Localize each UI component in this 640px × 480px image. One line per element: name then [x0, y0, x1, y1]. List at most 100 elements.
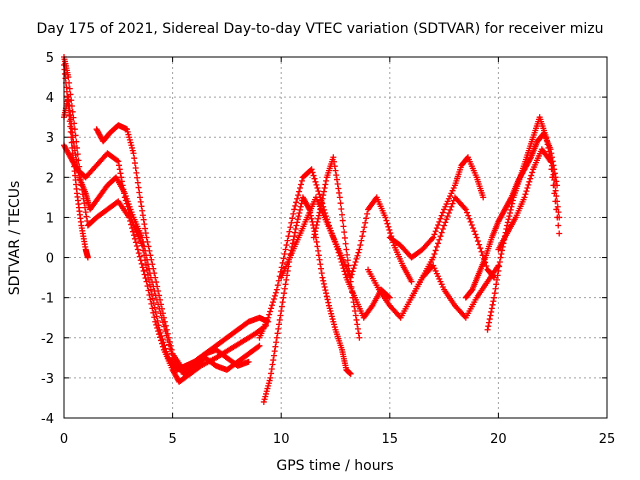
- data-point: [554, 214, 561, 221]
- data-point: [297, 203, 304, 210]
- data-point: [116, 162, 123, 169]
- data-point: [442, 219, 449, 226]
- y-tick-label: 2: [46, 171, 54, 186]
- data-point: [323, 293, 330, 300]
- data-point: [496, 263, 503, 270]
- data-point: [336, 194, 343, 201]
- data-point: [468, 222, 475, 229]
- data-point: [114, 157, 121, 164]
- data-point: [123, 195, 130, 202]
- data-point: [68, 139, 75, 146]
- data-point: [485, 319, 492, 326]
- data-point: [548, 166, 555, 173]
- series-6: [260, 194, 354, 405]
- data-point: [328, 313, 335, 320]
- data-point: [147, 296, 154, 303]
- data-point: [279, 259, 286, 266]
- data-point: [445, 209, 452, 216]
- data-point: [364, 210, 371, 217]
- data-point: [78, 182, 85, 189]
- data-point: [151, 314, 158, 321]
- y-tick-label: -3: [41, 372, 54, 387]
- data-point: [524, 185, 531, 192]
- data-point: [331, 163, 338, 170]
- data-point: [265, 380, 272, 387]
- data-point: [308, 215, 315, 222]
- data-points: [61, 54, 563, 405]
- data-point: [349, 289, 356, 296]
- data-point: [273, 339, 280, 346]
- data-point: [486, 316, 493, 323]
- data-point: [289, 240, 296, 247]
- data-point: [66, 118, 73, 125]
- data-point: [157, 296, 164, 303]
- data-point: [127, 139, 134, 146]
- data-point: [432, 267, 439, 274]
- data-point: [529, 169, 536, 176]
- data-point: [553, 178, 560, 185]
- data-point: [497, 254, 504, 261]
- data-point: [318, 270, 325, 277]
- data-point: [290, 210, 297, 217]
- data-point: [150, 309, 157, 316]
- data-point: [281, 285, 288, 292]
- data-point: [154, 283, 161, 290]
- y-tick-label: 3: [46, 131, 54, 146]
- data-point: [493, 281, 500, 288]
- data-point: [363, 215, 370, 222]
- data-point: [386, 226, 393, 233]
- data-point: [324, 296, 331, 303]
- data-point: [128, 221, 135, 228]
- data-point: [162, 322, 169, 329]
- data-point: [526, 178, 533, 185]
- data-point: [476, 241, 483, 248]
- data-point: [130, 228, 137, 235]
- data-point: [297, 206, 304, 213]
- data-point: [528, 172, 535, 179]
- data-point: [317, 206, 324, 213]
- data-point: [68, 134, 75, 141]
- data-point: [136, 189, 143, 196]
- data-point: [136, 253, 143, 260]
- data-point: [128, 142, 135, 149]
- data-point: [255, 343, 262, 350]
- data-point: [368, 304, 375, 311]
- data-point: [345, 262, 352, 269]
- data-point: [130, 150, 137, 157]
- chart-title: Day 175 of 2021, Sidereal Day-to-day VTE…: [37, 21, 604, 37]
- data-point: [441, 206, 448, 213]
- y-axis-label: SDTVAR / TECUs: [7, 181, 23, 296]
- data-point: [318, 265, 325, 272]
- data-point: [431, 265, 438, 272]
- data-point: [77, 176, 84, 183]
- data-point: [126, 136, 133, 143]
- x-tick-label: 5: [168, 432, 176, 447]
- data-point: [356, 334, 363, 341]
- data-point: [140, 216, 147, 223]
- series-9: [310, 154, 363, 341]
- data-point: [270, 352, 277, 359]
- data-point: [139, 207, 146, 214]
- data-point: [329, 316, 336, 323]
- data-point: [296, 209, 303, 216]
- data-point: [325, 299, 332, 306]
- data-point: [472, 231, 479, 238]
- data-point: [352, 259, 359, 266]
- plot-frame: [63, 56, 608, 419]
- data-point: [435, 222, 442, 229]
- series-8: [278, 194, 415, 285]
- data-point: [362, 219, 369, 226]
- data-point: [82, 209, 89, 216]
- data-point: [125, 131, 132, 138]
- data-point: [504, 219, 511, 226]
- data-point: [330, 318, 337, 325]
- data-point: [439, 226, 446, 233]
- data-point: [322, 287, 329, 294]
- data-point: [277, 312, 284, 319]
- data-point: [142, 230, 149, 237]
- data-point: [269, 302, 276, 309]
- data-point: [354, 252, 361, 259]
- data-point: [256, 342, 263, 349]
- data-point: [166, 338, 173, 345]
- data-point: [547, 146, 554, 153]
